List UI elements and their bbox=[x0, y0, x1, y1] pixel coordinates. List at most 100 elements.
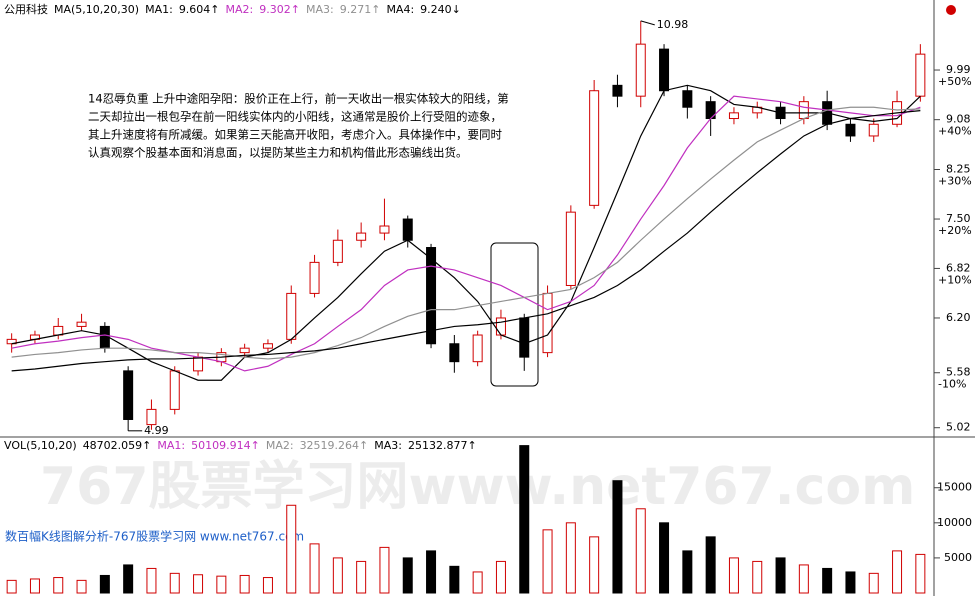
volume-bar bbox=[868, 572, 879, 594]
candle-body bbox=[239, 347, 250, 354]
ma-line bbox=[11, 95, 921, 372]
volume-bar bbox=[76, 579, 87, 594]
volume-bar bbox=[262, 577, 273, 594]
y-tick-label: 8.25 bbox=[946, 162, 971, 175]
legend-text: VOL(5,10,20) bbox=[4, 439, 77, 452]
volume-bar bbox=[193, 574, 204, 594]
annotation: 其上升速度将有所减缓。如果第三天能高开收阳，考虑介入。具体操作中，要同时 bbox=[88, 128, 502, 142]
ma-line bbox=[11, 106, 921, 360]
candle-body bbox=[402, 218, 413, 241]
candle-body bbox=[845, 123, 856, 137]
candle-body bbox=[659, 48, 670, 92]
y-tick-label: 6.82 bbox=[946, 261, 971, 274]
watermark: 767股票学习网www.net767.com bbox=[40, 457, 915, 517]
candle-body bbox=[262, 343, 273, 349]
volume-bar bbox=[798, 564, 809, 594]
ma-line bbox=[11, 109, 921, 372]
legend-text: MA1: bbox=[157, 439, 185, 452]
volume-bar bbox=[519, 445, 530, 594]
candle-body bbox=[472, 334, 483, 363]
pct-tick-label: +10% bbox=[938, 273, 972, 286]
candle-body bbox=[426, 247, 437, 345]
volume-bar bbox=[705, 536, 716, 594]
candle-body bbox=[495, 317, 506, 336]
volume-bar bbox=[915, 553, 926, 594]
legend-text: MA2: bbox=[226, 3, 254, 16]
candle-body bbox=[868, 123, 879, 137]
volume-bar bbox=[495, 560, 506, 594]
candle-body bbox=[356, 232, 367, 241]
candle-body bbox=[612, 84, 623, 97]
y-tick-label: 15000 bbox=[937, 481, 972, 494]
volume-bar bbox=[123, 564, 134, 594]
legend-text: MA4: bbox=[386, 3, 414, 16]
volume-bar bbox=[449, 565, 460, 594]
volume-bar bbox=[216, 575, 227, 594]
candle-body bbox=[542, 292, 553, 354]
candle-body bbox=[915, 53, 926, 97]
annotation: 14忍辱负重 上升中途阳孕阳：股价正在上行，前一天收出一根实体较大的阳线，第 bbox=[88, 92, 509, 106]
candle-body bbox=[76, 321, 87, 327]
legend-text: 9.302↑ bbox=[259, 3, 300, 16]
candle-body bbox=[309, 261, 320, 294]
candle-body bbox=[589, 90, 600, 206]
pct-tick-label: -10% bbox=[938, 378, 966, 391]
volume-bar bbox=[635, 508, 646, 594]
legend-text: 9.271↑ bbox=[340, 3, 381, 16]
volume-bar bbox=[589, 536, 600, 594]
volume-bar bbox=[565, 522, 576, 594]
candle-body bbox=[169, 370, 180, 410]
legend-text: 48702.059↑ bbox=[83, 439, 152, 452]
volume-bar bbox=[286, 504, 297, 594]
volume-bar bbox=[309, 543, 320, 594]
legend-text: MA2: bbox=[266, 439, 294, 452]
legend-text: 公用科技 bbox=[4, 2, 48, 16]
annotation: 认真观察个股基本面和消息面，以提防某些主力和机构借此形态骗线出货。 bbox=[88, 146, 468, 160]
volume-bar bbox=[659, 522, 670, 594]
low-label: 4.99 bbox=[144, 424, 169, 437]
candle-body bbox=[565, 211, 576, 286]
candle-body bbox=[519, 317, 530, 358]
y-tick-label: 9.08 bbox=[946, 113, 971, 126]
volume-bar bbox=[728, 557, 739, 594]
volume-bar bbox=[356, 560, 367, 594]
volume-bar bbox=[99, 574, 110, 594]
volume-bar bbox=[239, 574, 250, 594]
volume-bar bbox=[379, 546, 390, 594]
candle-body bbox=[193, 356, 204, 372]
volume-bar bbox=[472, 571, 483, 594]
y-tick-label: 6.20 bbox=[946, 311, 971, 324]
volume-bar bbox=[169, 572, 180, 594]
high-label: 10.98 bbox=[657, 18, 689, 31]
volume-bar bbox=[682, 550, 693, 594]
help-icon[interactable] bbox=[946, 5, 956, 15]
highlight-box bbox=[490, 242, 539, 387]
candle-body bbox=[53, 325, 64, 336]
high-pointer bbox=[640, 20, 655, 26]
volume-bar bbox=[6, 579, 17, 594]
y-tick-label: 5.02 bbox=[946, 421, 971, 434]
volume-bar bbox=[332, 557, 343, 594]
volume-bar bbox=[426, 550, 437, 594]
caption: 数百幅K线图解分析-767股票学习网 www.net767.com bbox=[5, 529, 304, 544]
candle-body bbox=[635, 43, 646, 97]
volume-bar bbox=[53, 577, 64, 594]
candle-body bbox=[798, 101, 809, 120]
candle-body bbox=[332, 239, 343, 263]
pct-tick-label: +30% bbox=[938, 174, 972, 187]
ma-line bbox=[11, 84, 921, 381]
volume-bar bbox=[612, 480, 623, 594]
volume-bar bbox=[845, 571, 856, 594]
pct-tick-label: +50% bbox=[938, 75, 972, 88]
legend-text: MA3: bbox=[374, 439, 402, 452]
legend-text: MA1: bbox=[145, 3, 173, 16]
y-tick-label: 10000 bbox=[937, 516, 972, 529]
y-tick-label: 9.99 bbox=[946, 63, 971, 76]
volume-bar bbox=[402, 557, 413, 594]
legend-text: 9.240↓ bbox=[420, 3, 461, 16]
volume-bar bbox=[892, 550, 903, 594]
candle-body bbox=[379, 225, 390, 234]
volume-bar bbox=[542, 529, 553, 594]
